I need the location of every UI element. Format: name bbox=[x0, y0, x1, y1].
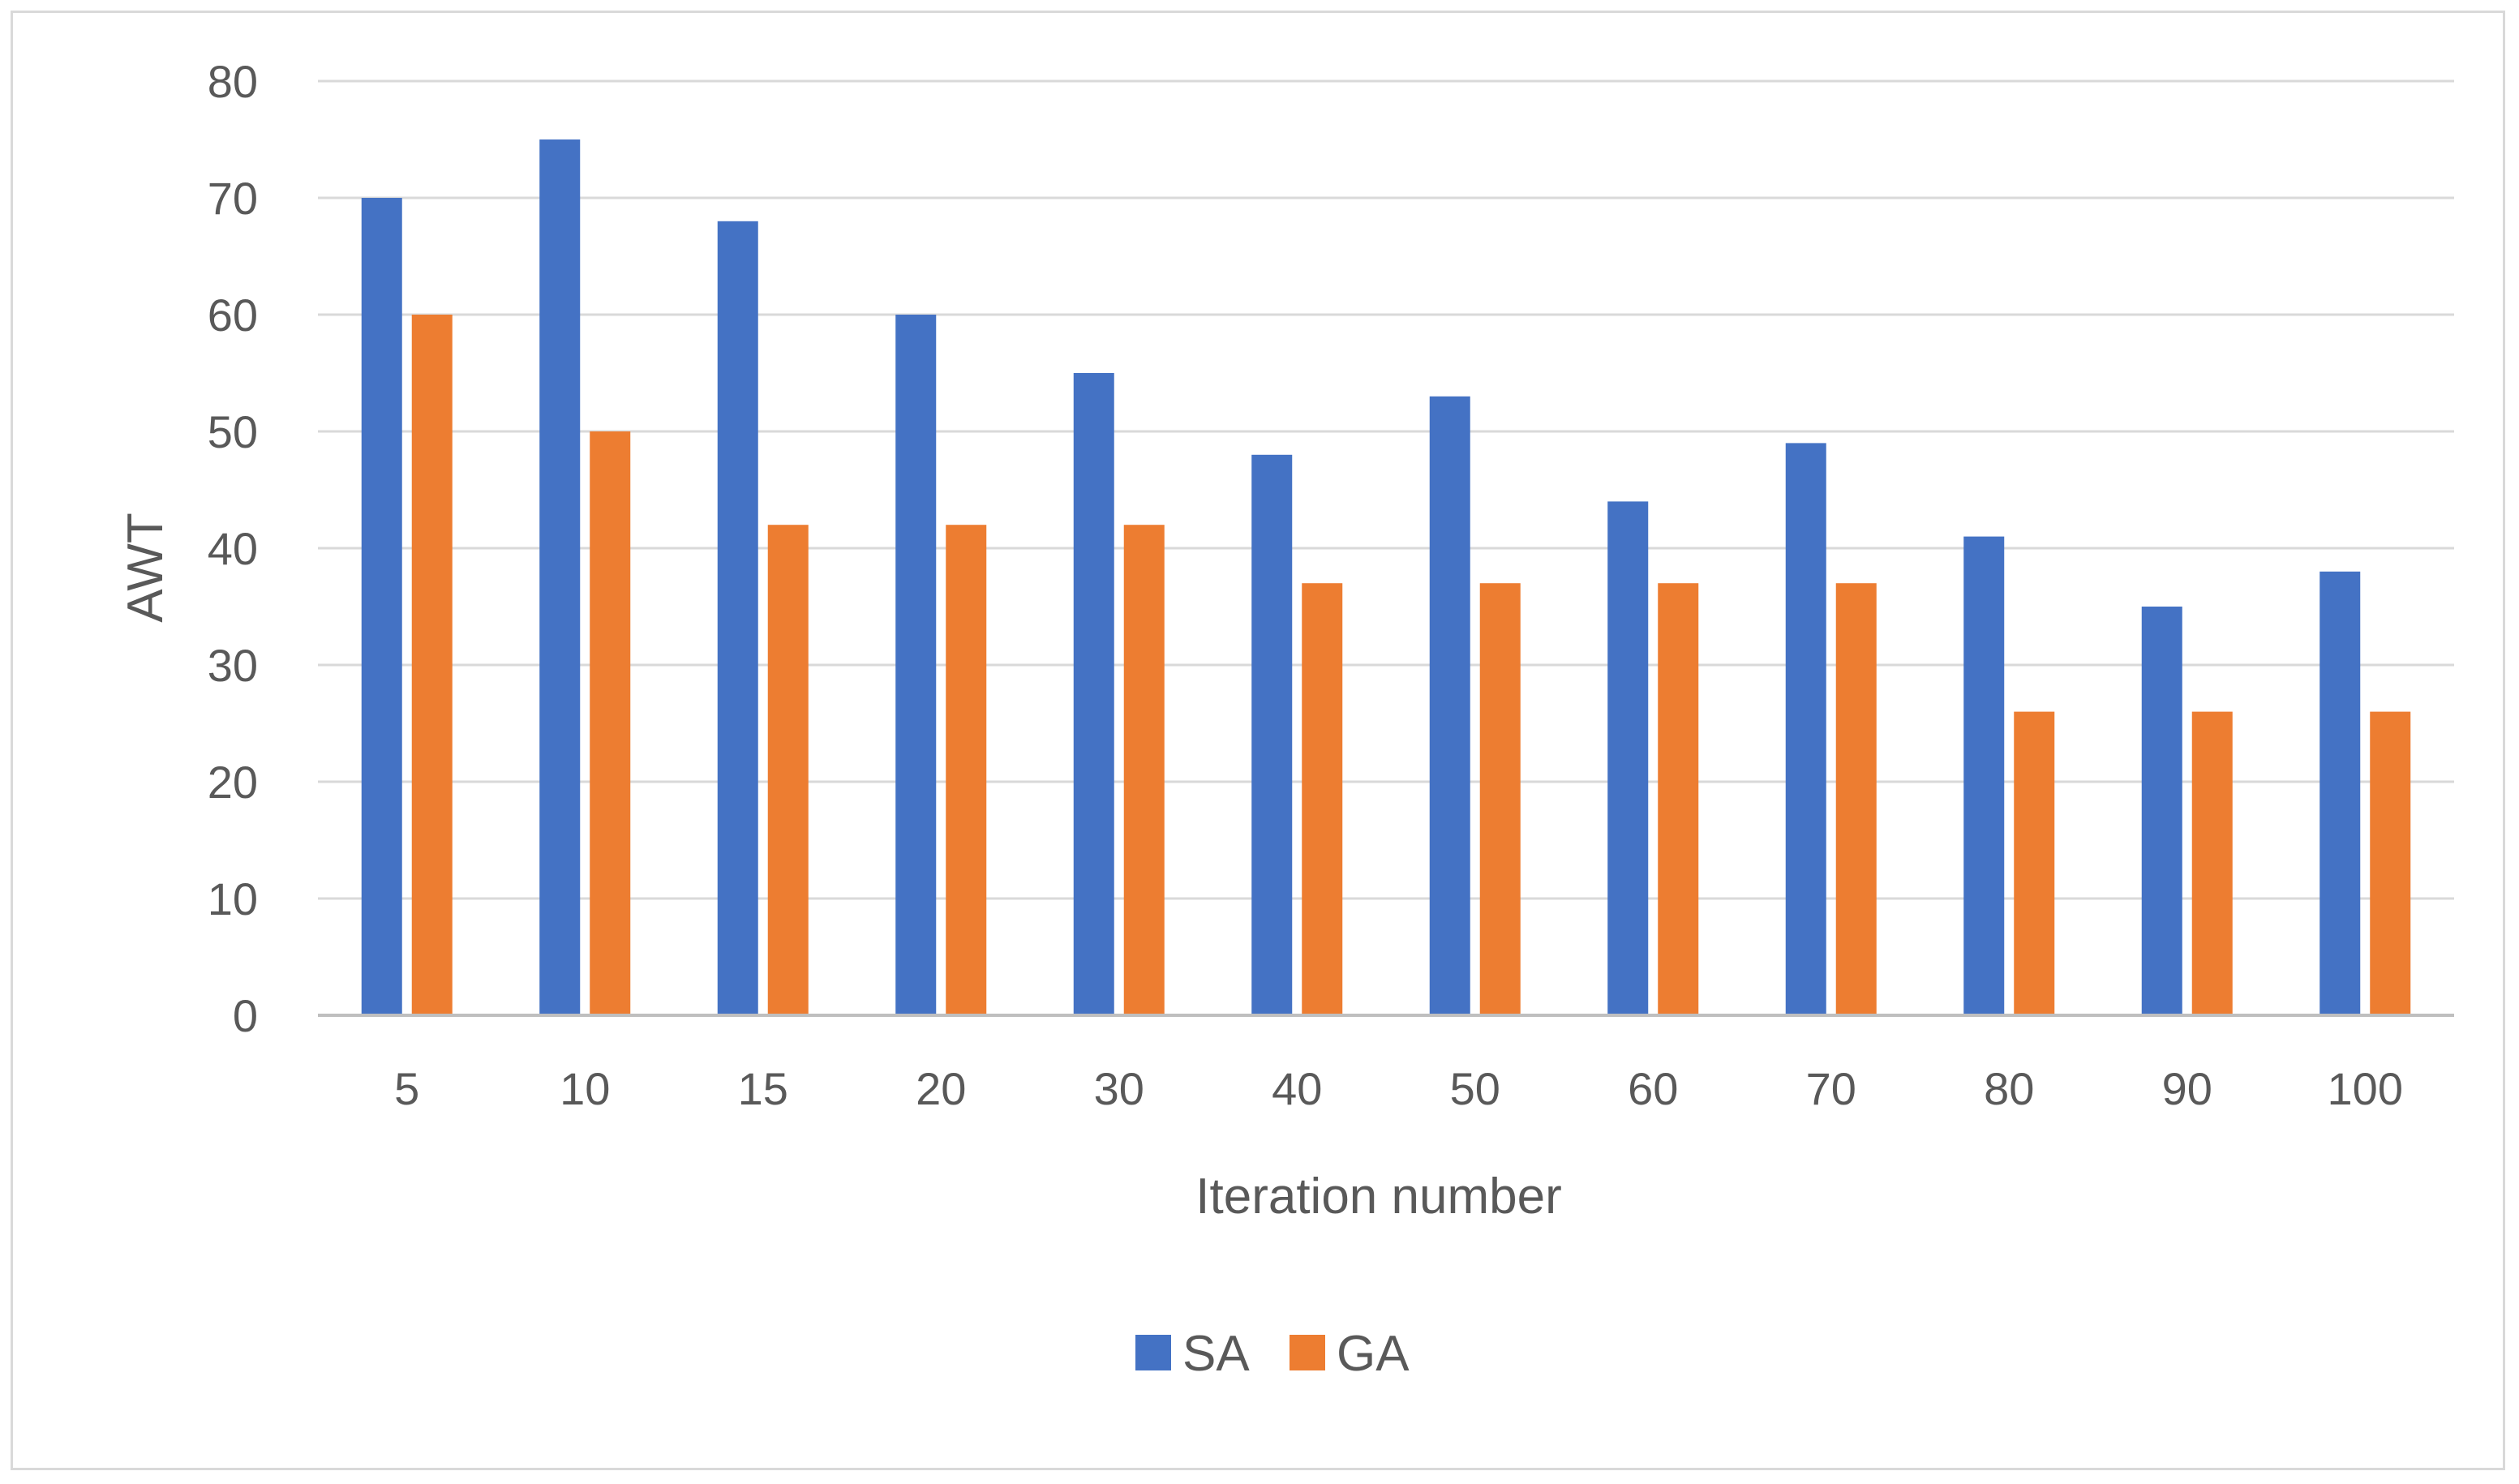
legend-swatch-ga bbox=[1290, 1335, 1325, 1370]
y-tick-label: 0 bbox=[233, 990, 258, 1041]
bar-ga-5 bbox=[411, 315, 453, 1015]
bar-sa-50 bbox=[1429, 396, 1470, 1015]
bar-sa-30 bbox=[1073, 373, 1114, 1015]
legend-swatch-sa bbox=[1135, 1335, 1171, 1370]
bar-sa-40 bbox=[1251, 454, 1293, 1015]
bar-ga-90 bbox=[2191, 711, 2233, 1015]
y-tick-label: 10 bbox=[208, 873, 258, 924]
y-tick-label: 80 bbox=[208, 56, 258, 107]
bar-sa-90 bbox=[2141, 607, 2182, 1015]
y-tick-label: 40 bbox=[208, 523, 258, 574]
x-tick-label: 5 bbox=[394, 1063, 419, 1114]
y-tick-label: 50 bbox=[208, 406, 258, 457]
legend: SA GA bbox=[1135, 1326, 1410, 1382]
x-tick-label: 30 bbox=[1094, 1063, 1144, 1114]
x-tick-label: 10 bbox=[560, 1063, 610, 1114]
bar-ga-50 bbox=[1479, 583, 1521, 1015]
bar-ga-10 bbox=[590, 431, 631, 1015]
legend-label-sa: SA bbox=[1182, 1326, 1250, 1382]
x-tick-label: 60 bbox=[1628, 1063, 1678, 1114]
bar-ga-60 bbox=[1658, 583, 1699, 1015]
y-tick-label: 60 bbox=[208, 290, 258, 341]
bar-ga-40 bbox=[1302, 583, 1343, 1015]
gridlines bbox=[318, 79, 2454, 900]
bar-ga-30 bbox=[1123, 525, 1165, 1015]
bars bbox=[361, 139, 2411, 1015]
x-tick-label: 70 bbox=[1806, 1063, 1856, 1114]
bar-ga-100 bbox=[2370, 711, 2411, 1015]
x-tick-label: 40 bbox=[1272, 1063, 1322, 1114]
bar-sa-60 bbox=[1607, 501, 1649, 1015]
bar-sa-20 bbox=[895, 315, 937, 1015]
bar-sa-5 bbox=[361, 198, 402, 1015]
x-axis-title: Iteration number bbox=[1195, 1169, 1561, 1225]
x-tick-label: 50 bbox=[1450, 1063, 1500, 1114]
x-tick-label: 15 bbox=[738, 1063, 788, 1114]
bar-ga-80 bbox=[2014, 711, 2055, 1015]
bar-ga-70 bbox=[1835, 583, 1877, 1015]
bar-sa-100 bbox=[2319, 571, 2361, 1015]
y-tick-label: 20 bbox=[208, 757, 258, 808]
bar-ga-15 bbox=[767, 525, 809, 1015]
x-tick-label: 100 bbox=[2328, 1063, 2403, 1114]
x-tick-label: 90 bbox=[2162, 1063, 2212, 1114]
legend-label-ga: GA bbox=[1337, 1326, 1410, 1382]
bar-sa-15 bbox=[717, 221, 758, 1015]
x-tick-label: 80 bbox=[1984, 1063, 2034, 1114]
bar-sa-70 bbox=[1785, 443, 1826, 1015]
bar-ga-20 bbox=[946, 525, 987, 1015]
y-tick-label: 70 bbox=[208, 173, 258, 224]
bar-sa-80 bbox=[1963, 536, 2005, 1015]
axes: 0 10 20 30 40 50 60 70 80 5 10 15 20 30 40 50 60 70 80 90 10… bbox=[208, 56, 2454, 1114]
bar-sa-10 bbox=[539, 139, 581, 1015]
x-tick-label: 20 bbox=[916, 1063, 966, 1114]
y-axis-title: AWT bbox=[118, 513, 174, 622]
y-tick-label: 30 bbox=[208, 640, 258, 691]
